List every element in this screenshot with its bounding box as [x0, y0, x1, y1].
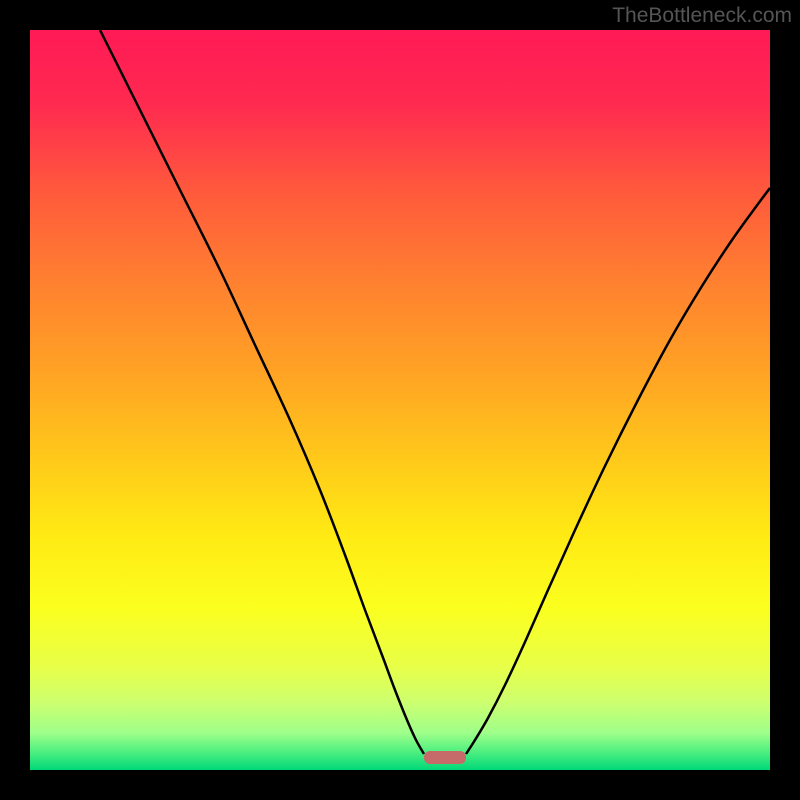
bottleneck-curves [30, 30, 770, 770]
curve-left [100, 30, 424, 754]
minimum-marker [424, 751, 466, 764]
curve-right [466, 188, 770, 754]
plot-area [30, 30, 770, 770]
watermark-text: TheBottleneck.com [612, 4, 792, 28]
